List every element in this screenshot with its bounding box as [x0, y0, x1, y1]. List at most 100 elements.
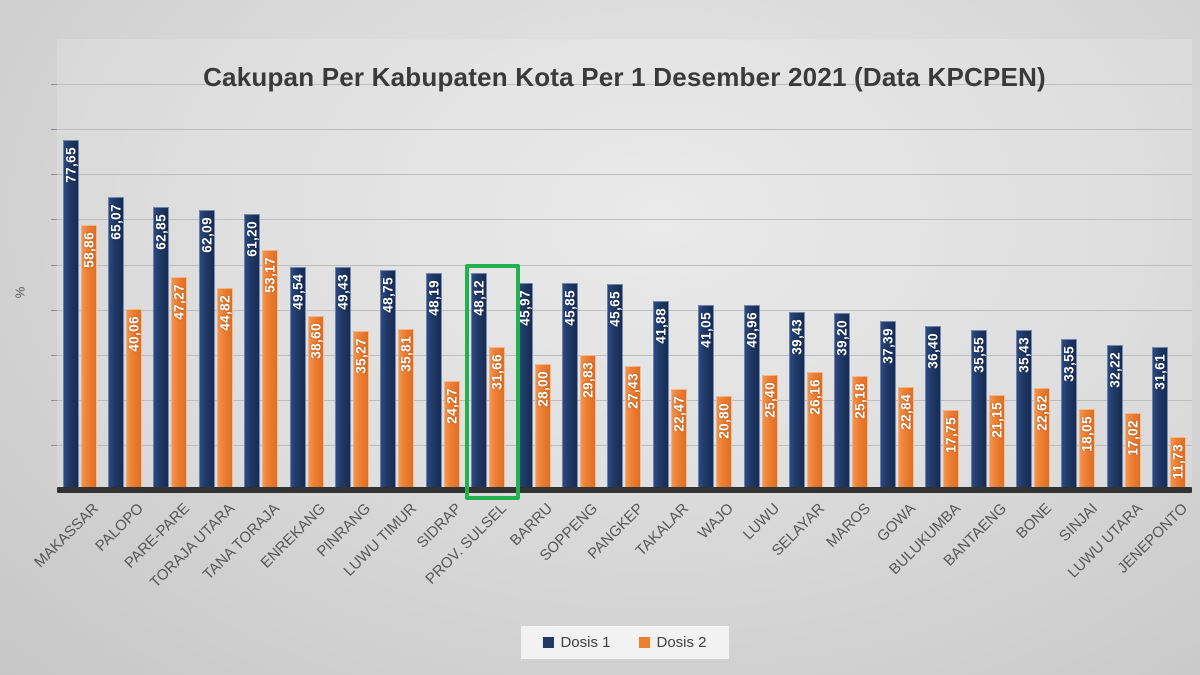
dosis1-bar: 41,05 [698, 304, 715, 490]
bar-value-label: 11,73 [1170, 444, 1186, 480]
bar-value-label: 48,75 [380, 277, 396, 313]
gridline [57, 399, 1192, 401]
dosis1-bar: 61,20 [244, 214, 261, 490]
dosis2-bar: 35,81 [398, 328, 415, 490]
dosis1-bar: 65,07 [108, 196, 125, 490]
gridline [57, 129, 1192, 131]
bar-value-label: 36,40 [925, 332, 941, 369]
dosis1-bar: 36,40 [925, 325, 942, 490]
bar-value-label: 33,55 [1061, 345, 1077, 382]
gridline [57, 309, 1192, 311]
dosis2-bar: 53,17 [262, 250, 279, 490]
dosis2-bar: 58,86 [80, 224, 97, 490]
bar-value-label: 28,00 [535, 370, 551, 407]
bar-value-label: 41,88 [653, 308, 669, 344]
dosis2-bar: 26,16 [807, 372, 824, 490]
bar-value-label: 40,96 [744, 312, 760, 349]
legend-dosis1-label: Dosis 1 [560, 634, 611, 651]
dosis2-bar: 21,15 [988, 394, 1005, 490]
bar-value-label: 25,40 [762, 382, 778, 419]
dosis1-bar: 45,97 [516, 282, 533, 490]
bar-value-label: 41,05 [698, 311, 714, 348]
bar-value-label: 35,27 [353, 337, 369, 374]
bar-value-label: 49,54 [290, 273, 306, 310]
x-axis-line [57, 487, 1192, 493]
dosis2-bar: 17,02 [1124, 413, 1141, 490]
dosis1-bar: 32,22 [1106, 344, 1123, 490]
y-axis-tick [51, 354, 57, 356]
y-axis-tick [51, 444, 57, 446]
bar-value-label: 31,61 [1152, 354, 1168, 391]
dosis2-bar: 20,80 [716, 396, 733, 490]
dosis1-bar: 45,85 [562, 283, 579, 490]
bar-value-label: 31,66 [489, 354, 505, 391]
bar-value-label: 49,43 [335, 274, 351, 310]
dosis2-bar: 25,18 [852, 376, 869, 490]
y-axis-tick [51, 399, 57, 401]
legend-item-dosis2: Dosis 2 [638, 634, 707, 651]
bar-value-label: 39,20 [834, 320, 850, 357]
dosis2-bar: 22,47 [670, 388, 687, 490]
dosis1-bar: 48,75 [380, 270, 397, 490]
bar-value-label: 44,82 [217, 294, 233, 331]
bar-value-label: 45,97 [517, 289, 533, 326]
bar-value-label: 48,19 [426, 279, 442, 316]
bar-value-label: 18,05 [1079, 415, 1095, 452]
dosis1-bar: 62,85 [153, 206, 170, 490]
legend-dosis2-label: Dosis 2 [656, 634, 707, 651]
dosis2-bar: 44,82 [216, 287, 233, 490]
bar-value-label: 27,43 [625, 373, 641, 410]
bar-value-label: 35,43 [1016, 337, 1032, 374]
y-axis-tick [51, 129, 57, 131]
bar-value-label: 77,65 [63, 146, 79, 183]
bar-value-label: 45,85 [562, 290, 578, 327]
y-axis-tick [51, 174, 57, 176]
bar-value-label: 47,27 [171, 283, 187, 320]
dosis2-bar: 31,66 [489, 347, 506, 490]
dosis1-bar: 77,65 [62, 139, 79, 490]
gridline [57, 219, 1192, 221]
bar-value-label: 22,62 [1034, 394, 1050, 431]
dosis2-bar: 11,73 [1170, 437, 1187, 490]
dosis2-bar: 28,00 [534, 363, 551, 490]
dosis1-bar: 37,39 [879, 321, 896, 490]
dosis2-bar: 22,84 [897, 387, 914, 490]
bar-value-label: 38,60 [308, 322, 324, 359]
dosis1-bar: 41,88 [652, 301, 669, 490]
bar-value-label: 62,09 [199, 216, 215, 253]
bar-value-label: 35,55 [971, 336, 987, 373]
bar-value-label: 35,81 [398, 335, 414, 372]
dosis2-swatch-icon [638, 637, 650, 648]
bar-value-label: 62,85 [153, 213, 169, 250]
dosis1-bar: 39,20 [834, 313, 851, 490]
bar-value-label: 45,65 [607, 291, 623, 327]
dosis2-bar: 40,06 [126, 309, 143, 490]
chart-title: Cakupan Per Kabupaten Kota Per 1 Desembe… [203, 62, 1046, 92]
bar-value-label: 24,27 [444, 387, 460, 424]
y-axis-tick [51, 84, 57, 86]
bar-value-label: 22,84 [898, 394, 914, 430]
y-axis-tick [51, 219, 57, 221]
dosis1-swatch-icon [542, 637, 554, 648]
bar-value-label: 29,83 [580, 362, 596, 399]
bar-value-label: 26,16 [807, 379, 823, 415]
gridline [57, 174, 1192, 176]
dosis2-bar: 27,43 [625, 366, 642, 490]
gridline [57, 444, 1192, 446]
bar-value-label: 65,07 [108, 203, 124, 240]
bar-value-label: 61,20 [244, 221, 260, 257]
dosis2-bar: 17,75 [943, 409, 960, 490]
dosis1-bar: 40,96 [743, 305, 760, 490]
legend: Dosis 1 Dosis 2 [520, 626, 729, 659]
bar-value-label: 48,12 [471, 279, 487, 316]
dosis2-bar: 25,40 [761, 375, 778, 490]
gridline [57, 354, 1192, 356]
bar-value-label: 37,39 [880, 328, 896, 365]
bar-value-label: 20,80 [716, 403, 732, 439]
legend-item-dosis1: Dosis 1 [542, 634, 611, 651]
dosis1-bar: 48,12 [471, 272, 488, 490]
bar-value-label: 22,47 [671, 395, 687, 432]
dosis1-bar: 45,65 [607, 284, 624, 490]
y-axis-tick [51, 309, 57, 311]
